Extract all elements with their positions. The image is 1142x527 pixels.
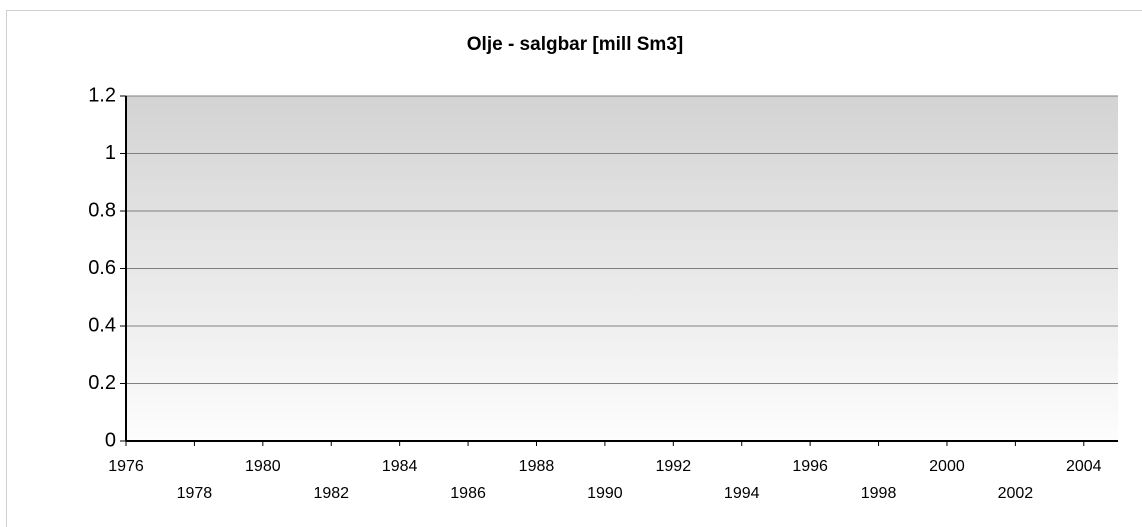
y-tick-label: 0.8 [88, 199, 116, 221]
x-tick-label: 1982 [313, 485, 349, 502]
x-tick-label: 1984 [382, 458, 418, 475]
x-tick-label: 1990 [587, 485, 623, 502]
x-tick-label: 1978 [177, 485, 213, 502]
x-tick-label: 1980 [245, 458, 281, 475]
y-tick-label: 0.6 [88, 257, 116, 279]
x-tick-label: 1988 [519, 458, 555, 475]
x-tick-label: 1976 [108, 458, 144, 475]
y-tick-label: 1 [105, 142, 116, 164]
y-tick-label: 1.2 [88, 84, 116, 106]
y-tick-label: 0 [105, 429, 116, 451]
y-tick-label: 0.2 [88, 372, 116, 394]
x-tick-label: 1992 [656, 458, 692, 475]
x-tick-label: 1996 [792, 458, 828, 475]
chart-title: Olje - salgbar [mill Sm3] [467, 34, 683, 55]
x-tick-label: 1998 [861, 485, 897, 502]
x-tick-label: 2000 [929, 458, 965, 475]
y-tick-label: 0.4 [88, 314, 116, 336]
x-tick-label: 2004 [1066, 458, 1102, 475]
x-tick-label: 2002 [998, 485, 1034, 502]
x-tick-label: 1986 [450, 485, 486, 502]
x-tick-label: 1994 [724, 485, 760, 502]
